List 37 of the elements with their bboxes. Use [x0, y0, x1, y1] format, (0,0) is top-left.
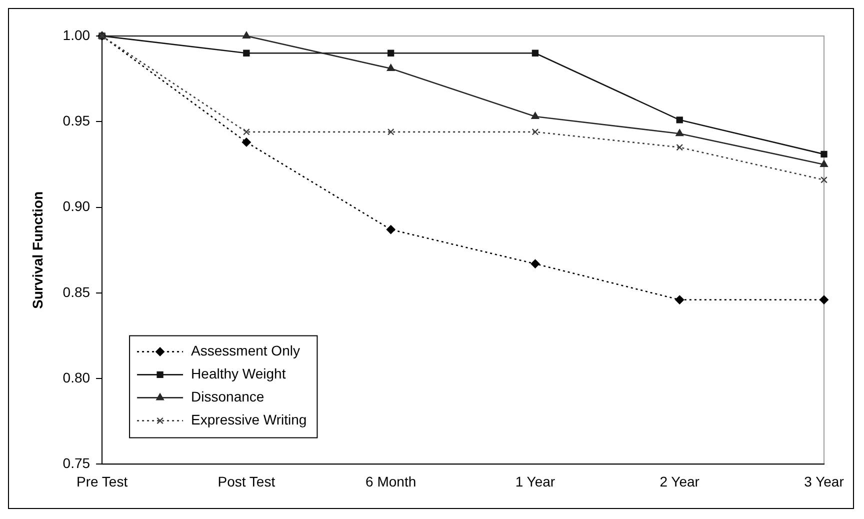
legend-label: Expressive Writing [191, 412, 307, 428]
point [820, 160, 828, 167]
y-tick-label: 0.75 [62, 455, 90, 472]
x-tick-label: 3 Year [804, 473, 844, 490]
y-tick-label: 1.00 [62, 26, 90, 43]
x-tick-label: Pre Test [76, 473, 128, 490]
x-tick-label: Post Test [218, 473, 276, 490]
point [386, 64, 395, 72]
point [676, 129, 684, 136]
y-tick-label: 0.95 [62, 112, 90, 128]
y-tick-label: 0.90 [62, 198, 90, 214]
point [676, 144, 684, 151]
y-tick-label: 0.85 [62, 284, 90, 300]
point [820, 150, 828, 158]
point [532, 128, 539, 136]
point [820, 176, 828, 184]
point [675, 295, 684, 304]
point [388, 50, 394, 56]
legend-label: Healthy Weight [191, 366, 286, 382]
point [243, 128, 250, 136]
point [820, 295, 828, 304]
x-tick-label: 6 Month [366, 473, 416, 490]
y-tick-label: 0.80 [62, 369, 90, 386]
point [386, 225, 396, 234]
x-tick-label: 1 Year [515, 473, 556, 490]
point [532, 50, 539, 56]
y-axis-title: Survival Function [29, 191, 46, 309]
legend-label: Assessment Only [191, 342, 300, 359]
point [676, 116, 683, 124]
point [243, 50, 250, 56]
point [530, 259, 540, 268]
point [387, 128, 394, 136]
point [242, 32, 250, 38]
legend-label: Dissonance [191, 388, 264, 405]
x-tick-label: 2 Year [660, 473, 700, 490]
point [531, 112, 540, 119]
point [242, 138, 251, 147]
